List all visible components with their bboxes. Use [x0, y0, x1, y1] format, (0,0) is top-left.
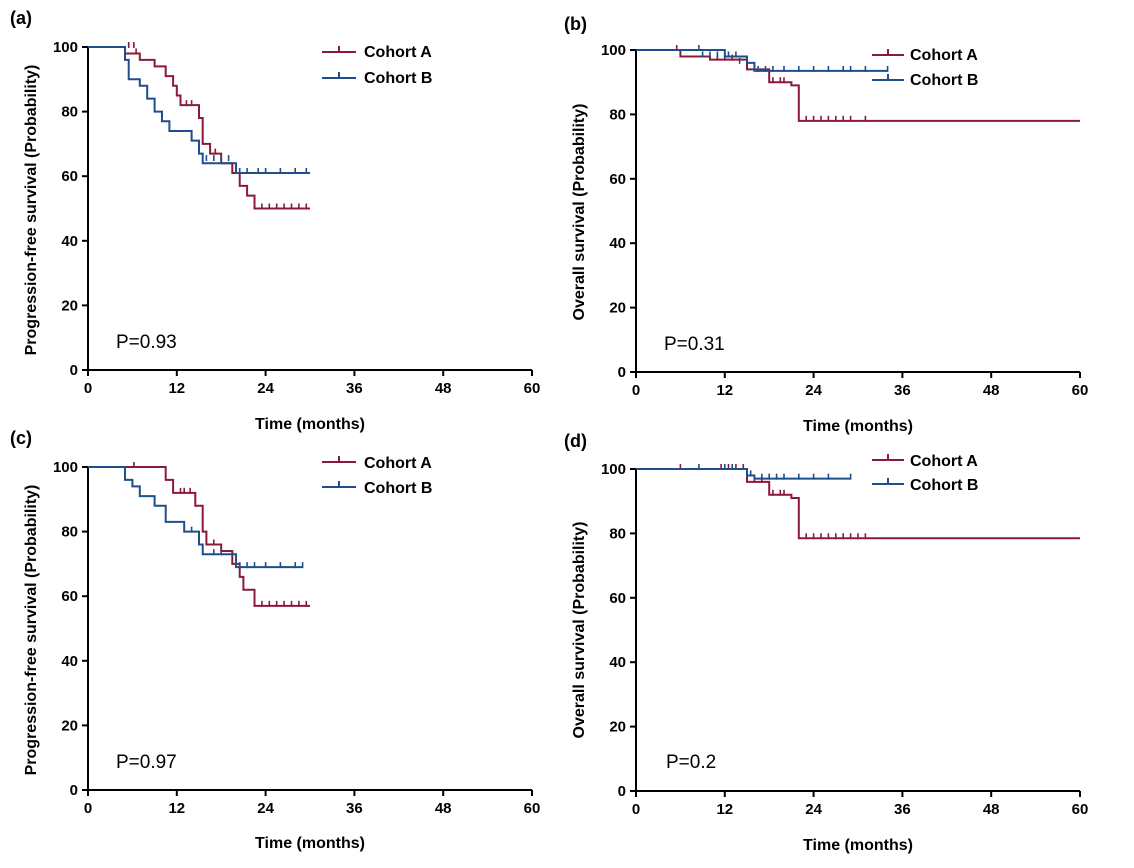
- y-tick-label: 20: [61, 717, 78, 734]
- ylabel-d: Overall survival (Probability): [571, 522, 588, 739]
- y-tick-label: 0: [70, 362, 78, 379]
- y-tick-label: 40: [609, 654, 626, 671]
- km-curve-cohort-b: [88, 46, 310, 174]
- pvalue-d: P=0.2: [666, 752, 716, 773]
- y-tick-label: 80: [61, 524, 78, 541]
- xlabel-c: Time (months): [255, 835, 365, 852]
- legend-label-cohort-b: Cohort B: [364, 70, 432, 87]
- y-tick-label: 20: [609, 300, 626, 317]
- y-tick-label: 80: [609, 106, 626, 123]
- x-tick-label: 48: [435, 800, 452, 817]
- y-tick-label: 40: [61, 233, 78, 250]
- x-tick-label: 12: [716, 382, 733, 399]
- panel-label-b: (b): [564, 14, 587, 34]
- y-tick-label: 80: [609, 525, 626, 542]
- km-curve-cohort-b: [636, 468, 851, 480]
- legend-label-cohort-b: Cohort B: [910, 477, 978, 494]
- legend-label-cohort-b: Cohort B: [364, 480, 432, 497]
- x-tick-label: 48: [435, 380, 452, 397]
- y-tick-label: 60: [609, 171, 626, 188]
- x-tick-label: 0: [632, 801, 640, 818]
- panel-d: (d) Overall survival (Probability) Time …: [564, 431, 1088, 854]
- x-tick-label: 60: [1072, 382, 1089, 399]
- x-tick-label: 36: [346, 380, 363, 397]
- y-tick-label: 100: [53, 39, 78, 56]
- km-curve-cohort-b: [88, 466, 303, 569]
- xlabel-a: Time (months): [255, 416, 365, 433]
- legend-c: Cohort A Cohort B: [322, 455, 432, 497]
- legend-label-cohort-a: Cohort A: [364, 44, 432, 61]
- panel-label-c: (c): [10, 428, 32, 448]
- legend-label-cohort-a: Cohort A: [910, 47, 978, 64]
- legend-d: Cohort A Cohort B: [872, 453, 978, 494]
- x-tick-label: 24: [805, 801, 822, 818]
- legend-a: Cohort A Cohort B: [322, 44, 432, 87]
- legend-b: Cohort A Cohort B: [872, 47, 978, 89]
- y-tick-label: 0: [618, 364, 626, 381]
- x-tick-label: 60: [1072, 801, 1089, 818]
- y-tick-label: 100: [601, 461, 626, 478]
- km-curve-cohort-b: [636, 49, 888, 72]
- x-tick-label: 48: [983, 801, 1000, 818]
- ylabel-b: Overall survival (Probability): [571, 104, 588, 321]
- pvalue-c: P=0.97: [116, 752, 177, 773]
- panel-a: (a) Progression-free survival (Probabili…: [10, 8, 540, 433]
- y-tick-label: 60: [61, 168, 78, 185]
- y-tick-label: 100: [601, 42, 626, 59]
- y-tick-label: 60: [609, 590, 626, 607]
- x-tick-label: 60: [524, 380, 541, 397]
- ylabel-a: Progression-free survival (Probability): [23, 65, 40, 356]
- panel-label-a: (a): [10, 8, 32, 28]
- x-tick-label: 0: [84, 380, 92, 397]
- x-tick-label: 36: [346, 800, 363, 817]
- legend-label-cohort-a: Cohort A: [364, 455, 432, 472]
- x-tick-label: 12: [716, 801, 733, 818]
- x-tick-label: 24: [257, 380, 274, 397]
- y-tick-label: 60: [61, 588, 78, 605]
- pvalue-a: P=0.93: [116, 332, 177, 353]
- y-tick-label: 20: [609, 719, 626, 736]
- panel-c: (c) Progression-free survival (Probabili…: [10, 428, 540, 852]
- y-tick-label: 40: [609, 235, 626, 252]
- y-tick-label: 40: [61, 653, 78, 670]
- x-tick-label: 12: [168, 380, 185, 397]
- legend-label-cohort-a: Cohort A: [910, 453, 978, 470]
- km-curve-cohort-a: [636, 49, 1080, 122]
- legend-label-cohort-b: Cohort B: [910, 72, 978, 89]
- pvalue-b: P=0.31: [664, 334, 725, 355]
- y-tick-label: 0: [70, 782, 78, 799]
- x-tick-label: 48: [983, 382, 1000, 399]
- x-tick-label: 36: [894, 382, 911, 399]
- x-tick-label: 12: [168, 800, 185, 817]
- x-tick-label: 0: [632, 382, 640, 399]
- y-tick-label: 80: [61, 104, 78, 121]
- xlabel-d: Time (months): [803, 837, 913, 854]
- x-tick-label: 0: [84, 800, 92, 817]
- x-tick-label: 24: [805, 382, 822, 399]
- panel-b: (b) Overall survival (Probability) Time …: [564, 14, 1088, 435]
- km-curve-cohort-a: [636, 468, 1080, 540]
- y-tick-label: 20: [61, 297, 78, 314]
- ylabel-c: Progression-free survival (Probability): [23, 485, 40, 776]
- panel-label-d: (d): [564, 431, 587, 451]
- xlabel-b: Time (months): [803, 418, 913, 435]
- x-tick-label: 24: [257, 800, 274, 817]
- km-curve-cohort-a: [88, 46, 310, 210]
- y-tick-label: 0: [618, 783, 626, 800]
- x-tick-label: 36: [894, 801, 911, 818]
- y-tick-label: 100: [53, 459, 78, 476]
- x-tick-label: 60: [524, 800, 541, 817]
